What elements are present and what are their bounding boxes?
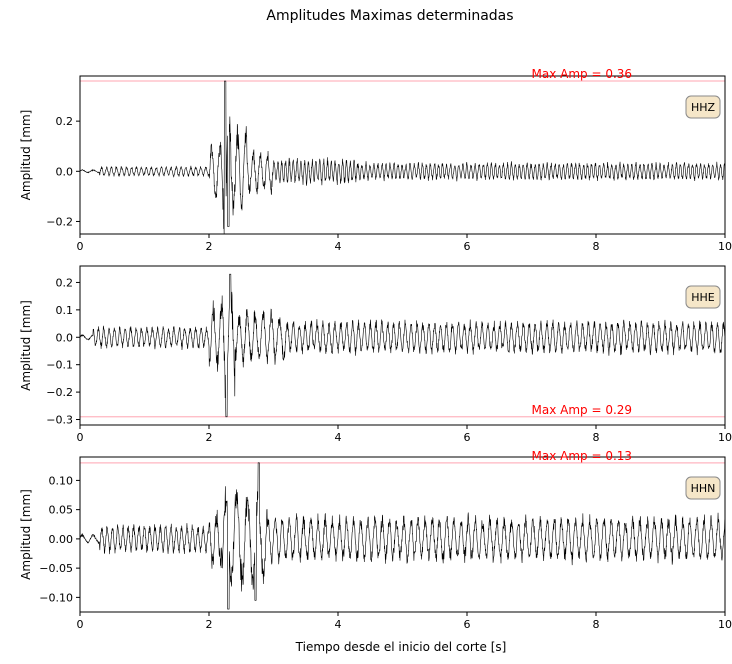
y-tick-label: −0.3 [46,414,73,427]
figure-title: Amplitudes Maximas determinadas [266,8,513,24]
x-tick-label: 10 [718,431,732,444]
x-tick-label: 6 [464,618,471,631]
plot-frame [79,75,726,235]
y-tick-label: 0.1 [56,304,74,317]
y-tick-label: 0.2 [56,276,74,289]
x-tick-label: 6 [464,240,471,253]
max-amp-label: Max Amp = 0.29 [532,403,633,417]
x-tick-label: 0 [77,618,84,631]
panel-hhn: 0 2 4 6 8 10 −0.10 −0.05 0.00 0.05 0.10 Amplitud [m… [19,449,732,631]
y-tick-label: −0.2 [46,386,73,399]
x-tick-label: 6 [464,431,471,444]
y-tick-label: −0.10 [39,591,73,604]
y-tick-label: −0.2 [46,215,73,228]
max-amp-label: Max Amp = 0.36 [532,67,633,81]
x-axis-label: Tiempo desde el inicio del corte [s] [295,640,507,654]
channel-badge [685,476,721,500]
x-tick-label: 2 [206,240,213,253]
trace-hhe [79,273,726,418]
x-tick-label: 2 [206,618,213,631]
x-tick-label: 4 [335,618,342,631]
plot-frame [79,456,726,613]
plot-frame [79,265,726,426]
y-axis-label: Amplitud [mm] [19,489,33,580]
panel-hhe: 0 2 4 6 8 10 −0.3 −0.2 −0.1 0.0 0.1 0.2 Amplitud [mm… [19,265,732,444]
y-axis-label: Amplitud [mm] [19,110,33,201]
y-tick-label: 0.05 [49,504,74,517]
channel-badge [685,285,721,309]
channel-label: HHZ [691,101,716,114]
y-tick-label: 0.0 [56,331,74,344]
channel-label: HHE [691,291,715,304]
y-tick-label: 0.10 [49,474,74,487]
max-amp-label: Max Amp = 0.13 [532,449,633,463]
channel-badge [685,95,721,119]
x-tick-label: 0 [77,431,84,444]
y-tick-label: 0.2 [56,115,74,128]
y-tick-label: 0.0 [56,165,74,178]
x-tick-label: 4 [335,240,342,253]
channel-label: HHN [691,482,716,495]
y-axis-label: Amplitud [mm] [19,300,33,391]
y-tick-label: −0.1 [46,359,73,372]
x-tick-label: 8 [593,618,600,631]
y-tick-label: 0.00 [49,533,74,546]
y-tick-label: −0.05 [39,562,73,575]
x-tick-label: 10 [718,240,732,253]
x-tick-label: 2 [206,431,213,444]
panel-hhz: 0 2 4 6 8 10 −0.2 0.0 0.2 Amplitud [mm] Max Amp = … [19,67,732,253]
x-tick-label: 0 [77,240,84,253]
x-tick-label: 8 [593,431,600,444]
trace-hhn [79,462,726,610]
trace-hhz [79,80,726,235]
x-tick-label: 4 [335,431,342,444]
x-tick-label: 8 [593,240,600,253]
x-tick-label: 10 [718,618,732,631]
